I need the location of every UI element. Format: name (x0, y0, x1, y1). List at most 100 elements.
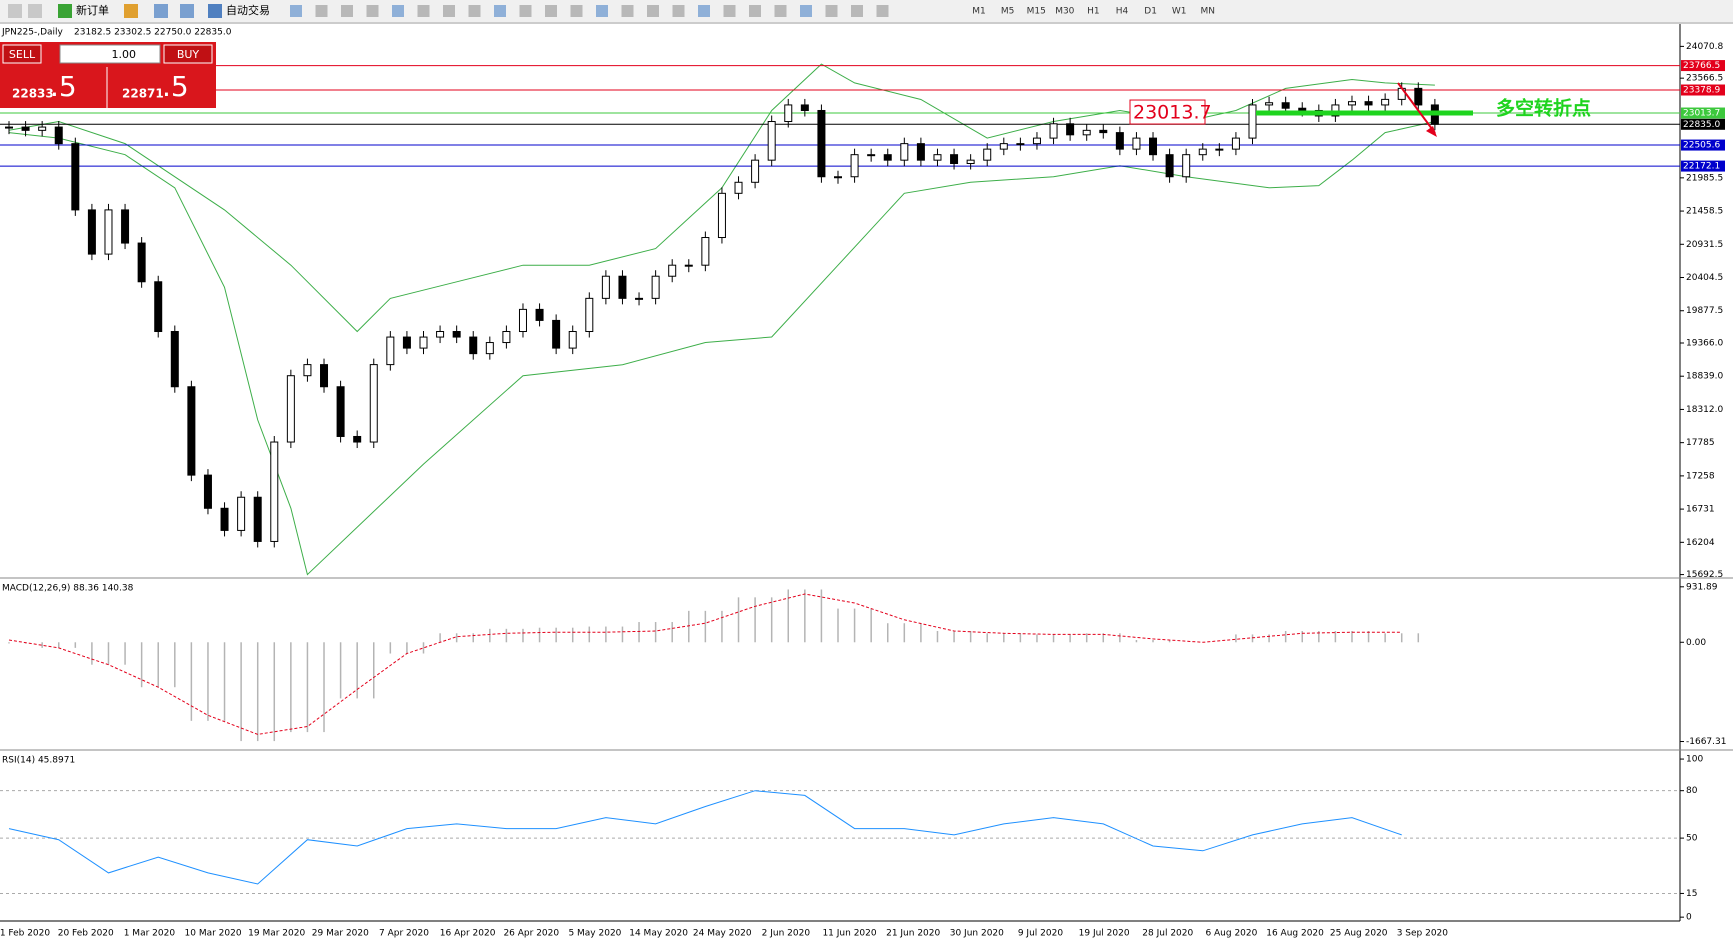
toolbar-icon[interactable] (180, 4, 194, 18)
candle (386, 336, 395, 366)
tool-icon[interactable] (876, 5, 889, 17)
sell-button[interactable] (2, 44, 42, 64)
candle (121, 209, 130, 244)
candle (502, 331, 511, 344)
tool-icon[interactable] (672, 5, 685, 17)
tool-icon[interactable] (749, 5, 761, 17)
tool-icon[interactable] (851, 5, 863, 17)
new-order-button[interactable]: 新订单 (76, 3, 109, 17)
sell-label[interactable]: SELL (9, 48, 36, 61)
toolbar-icon[interactable] (28, 4, 42, 18)
candle (1165, 154, 1174, 178)
candle (999, 143, 1008, 150)
timeframe-button[interactable]: W1 (1172, 7, 1187, 17)
toolbar-icon[interactable] (124, 4, 138, 18)
candle (1331, 104, 1340, 117)
toolbar-icon[interactable] (8, 4, 22, 18)
buy-label[interactable]: BUY (177, 48, 200, 61)
sell-price[interactable]: 22833 (12, 87, 54, 101)
buy-price[interactable]: 22871 (122, 87, 164, 101)
tool-icon[interactable] (366, 5, 379, 17)
auto-trade-icon[interactable] (208, 4, 222, 18)
candle (817, 109, 826, 178)
tool-icon[interactable] (290, 5, 302, 17)
price-tag (1681, 160, 1725, 172)
tool-icon[interactable] (621, 5, 634, 17)
y-tick-label: 0 (1686, 913, 1692, 923)
rsi-line (8, 790, 1402, 885)
timeframe-button[interactable]: MN (1201, 7, 1216, 17)
candle (767, 121, 776, 161)
macd-panel: 931.89 0.00 -1667.31 (8, 582, 1726, 747)
candle (1281, 102, 1290, 109)
candle (170, 331, 179, 388)
tool-icon[interactable] (494, 5, 506, 17)
tool-icon[interactable] (468, 5, 481, 17)
candle (270, 441, 279, 542)
tool-icon[interactable] (723, 5, 736, 17)
candle (71, 143, 80, 211)
candle (784, 104, 793, 123)
candle (1066, 123, 1075, 136)
tool-icon[interactable] (315, 5, 328, 17)
new-order-icon[interactable] (58, 4, 72, 18)
price-tag-label: 23766.5 (1683, 61, 1720, 71)
candle (1215, 148, 1224, 151)
timeframe-button[interactable]: M30 (1055, 7, 1074, 17)
y-tick-label: 20931.5 (1686, 240, 1723, 250)
x-tick-label: 26 Apr 2020 (503, 929, 559, 939)
tool-icon[interactable] (774, 5, 787, 17)
toolbar-icon[interactable] (154, 4, 168, 18)
timeframe-button[interactable]: H1 (1087, 7, 1100, 17)
tool-icon[interactable] (647, 5, 659, 17)
tool-icon[interactable] (417, 5, 430, 17)
macd-title: MACD(12,26,9) 88.36 140.38 (2, 584, 134, 594)
x-tick-label: 20 Feb 2020 (58, 929, 114, 939)
tool-icon[interactable] (545, 5, 557, 17)
rsi-title: RSI(14) 45.8971 (2, 756, 75, 766)
buy-pips[interactable]: .5 (162, 70, 189, 103)
lots-value[interactable]: 1.00 (112, 48, 137, 61)
candle (1099, 129, 1108, 134)
candle (518, 308, 527, 333)
candle (751, 159, 760, 183)
tool-icon[interactable] (570, 5, 583, 17)
tool-icon[interactable] (341, 5, 353, 17)
timeframe-button[interactable]: D1 (1144, 7, 1157, 17)
x-tick-label: 11 Feb 2020 (0, 929, 50, 939)
auto-trade-button[interactable]: 自动交易 (226, 3, 270, 17)
bollinger-upper (8, 63, 1435, 333)
timeframe-button[interactable]: M1 (972, 7, 986, 17)
x-tick-label: 10 Mar 2020 (185, 929, 242, 939)
timeframe-button[interactable]: M5 (1001, 7, 1015, 17)
tool-icon[interactable] (519, 5, 532, 17)
x-tick-label: 7 Apr 2020 (379, 929, 429, 939)
candle (651, 275, 660, 299)
y-tick-label: 100 (1686, 755, 1703, 765)
candle (684, 264, 693, 267)
candle (717, 192, 726, 239)
x-tick-label: 1 Mar 2020 (124, 929, 176, 939)
symbol-title: JPN225-,Daily (1, 28, 64, 38)
candle (1381, 98, 1390, 106)
y-tick-label: 21985.5 (1686, 173, 1723, 183)
candle (104, 209, 113, 255)
candle (485, 342, 494, 355)
candle (1198, 148, 1207, 156)
tool-icon[interactable] (596, 5, 608, 17)
x-tick-label: 5 May 2020 (568, 929, 621, 939)
candle (535, 308, 544, 321)
tool-icon[interactable] (800, 5, 812, 17)
timeframe-button[interactable]: M15 (1027, 7, 1046, 17)
lots-field[interactable] (59, 44, 161, 64)
annotation-box (1129, 99, 1206, 125)
tool-icon[interactable] (825, 5, 838, 17)
sell-pips[interactable]: .5 (50, 70, 77, 103)
tool-icon[interactable] (698, 5, 710, 17)
candle (137, 242, 146, 283)
timeframe-button[interactable]: H4 (1116, 7, 1129, 17)
y-tick-label: 16731 (1686, 505, 1715, 515)
buy-button[interactable] (163, 44, 213, 64)
tool-icon[interactable] (392, 5, 404, 17)
tool-icon[interactable] (443, 5, 455, 17)
